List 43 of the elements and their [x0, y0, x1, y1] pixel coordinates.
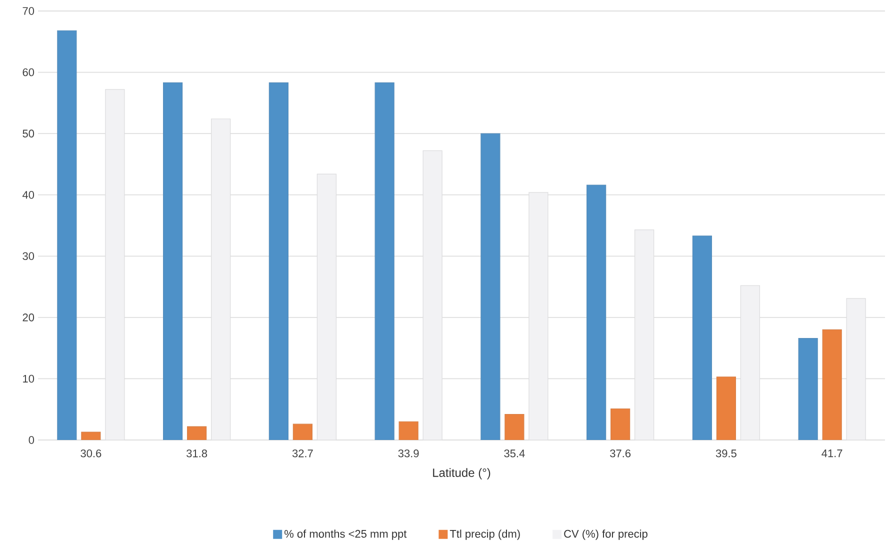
- bar: [798, 338, 818, 440]
- legend-label: % of months <25 mm ppt: [284, 530, 407, 540]
- bar: [422, 150, 442, 440]
- x-axis-title: Latitude (°): [433, 468, 490, 480]
- x-tick-label: 35.4: [504, 450, 525, 458]
- y-tick-label: 20: [22, 314, 34, 322]
- bar: [316, 174, 336, 440]
- bar: [211, 118, 231, 440]
- bar: [504, 414, 524, 440]
- y-tick-label: 30: [22, 252, 34, 260]
- y-tick-label: 50: [22, 130, 34, 138]
- y-tick-label: 10: [23, 374, 34, 383]
- bar: [268, 82, 288, 440]
- legend-label: CV (%) for precip: [564, 530, 648, 540]
- bar: [105, 89, 125, 440]
- bar: [163, 82, 183, 440]
- bar: [57, 30, 77, 440]
- bar: [822, 329, 842, 440]
- bar: [187, 426, 206, 440]
- bar: [692, 236, 712, 440]
- y-tick-label: 60: [22, 68, 34, 76]
- bar: [374, 82, 394, 440]
- x-tick-label: 37.6: [610, 450, 631, 458]
- bar: [292, 424, 312, 440]
- bar: [610, 408, 630, 440]
- x-tick-label: 31.8: [186, 450, 208, 458]
- bar: [716, 376, 736, 440]
- x-tick-label: 33.9: [398, 450, 419, 458]
- y-tick-label: 70: [22, 7, 34, 15]
- y-tick-label: 40: [22, 190, 34, 199]
- x-tick-label: 39.5: [716, 450, 736, 458]
- bar: [846, 298, 866, 440]
- bar: [586, 184, 606, 440]
- x-tick-label: 30.6: [80, 450, 102, 458]
- x-tick-label: 32.7: [292, 450, 313, 458]
- bar: [634, 229, 654, 440]
- x-tick-label: 41.7: [822, 450, 842, 458]
- legend-label: Ttl precip (dm): [450, 530, 520, 540]
- bar: [398, 421, 418, 440]
- bar: [480, 133, 500, 440]
- bar: [740, 285, 760, 440]
- bar: [528, 192, 548, 440]
- y-tick-label: 0: [28, 436, 34, 444]
